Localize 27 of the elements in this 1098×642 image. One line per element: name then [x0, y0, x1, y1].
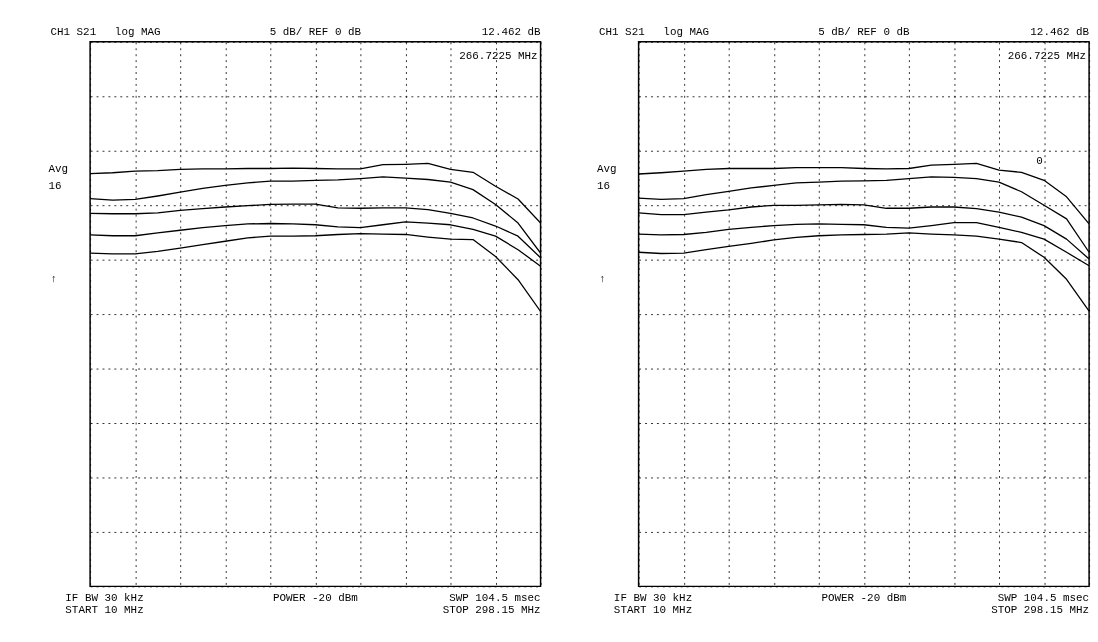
- text: SWP 104.5 msec: [997, 592, 1090, 605]
- text: SWP 104.5 msec: [449, 592, 541, 605]
- text: POWER -20 dBm: [821, 592, 907, 605]
- text: POWER -20 dBm: [272, 592, 358, 605]
- annotation: 0: [1036, 154, 1043, 167]
- text: STOP 298.15 MHz: [442, 604, 541, 617]
- text: log MAG: [663, 25, 710, 38]
- text: 266.7225 MHz: [459, 49, 538, 62]
- text: 12.462 dB: [1030, 25, 1090, 38]
- text: 266.7225 MHz: [1007, 49, 1087, 62]
- text: CH1 S21: [50, 25, 97, 38]
- text: IF BW 30 kHz: [65, 592, 144, 605]
- text: Avg: [48, 162, 69, 175]
- text: 5 dB/ REF 0 dB: [269, 25, 362, 38]
- text: START 10 MHz: [613, 604, 693, 617]
- text: log MAG: [114, 25, 161, 38]
- text: 5 dB/ REF 0 dB: [818, 25, 910, 38]
- text: Avg: [597, 162, 617, 175]
- text: IF BW 30 kHz: [613, 592, 693, 605]
- text: 16: [597, 180, 611, 193]
- text: ↑: [599, 273, 606, 286]
- text: START 10 MHz: [65, 604, 144, 617]
- text: 12.462 dB: [481, 25, 542, 38]
- text: CH1 S21: [599, 25, 645, 38]
- text: 16: [48, 180, 62, 193]
- text: ↑: [50, 273, 58, 286]
- text: STOP 298.15 MHz: [991, 604, 1090, 617]
